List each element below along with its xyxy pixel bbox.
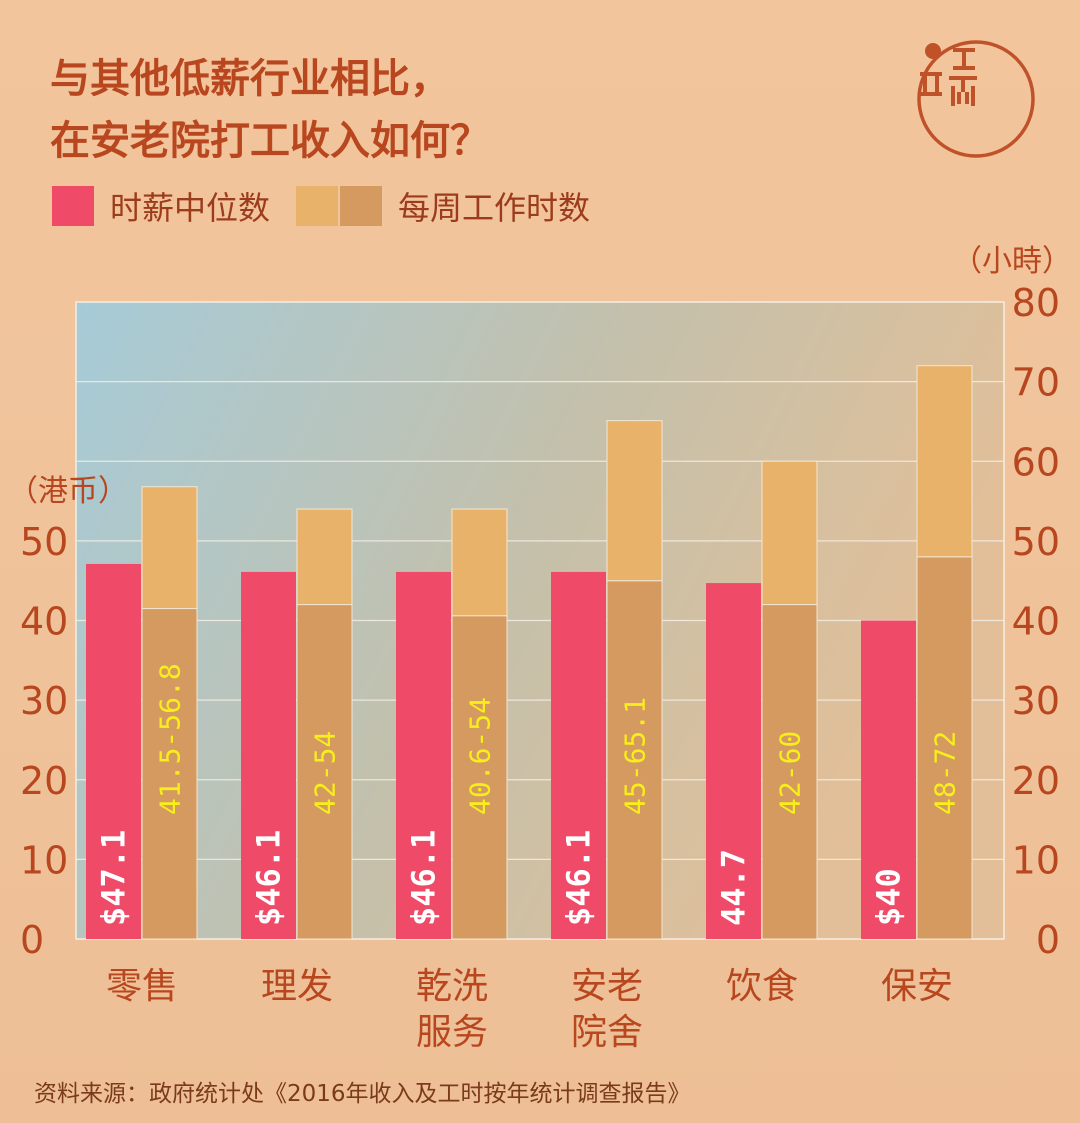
legend-label-hours: 每周工作时数 (398, 189, 591, 227)
hours-max-bar (141, 486, 198, 610)
bars (86, 365, 973, 940)
hours-label: 48-72 (929, 731, 962, 815)
source-note: 资料来源：政府统计处《2016年收入及工时按年统计调查报告》 (34, 1081, 691, 1107)
chart-title: 与其他低薪行业相比， 在安老院打工收入如何？ (50, 48, 490, 172)
wage-bar (86, 563, 141, 939)
brand-logo-icon (917, 40, 1035, 158)
hours-min-bar (761, 604, 818, 940)
right-tick-label: 80 (1012, 281, 1060, 325)
left-tick-label: 20 (20, 759, 68, 803)
wage-bar (241, 571, 296, 939)
bar-labels: $47.1 41.5-56.8 $46.1 42-54 $46.1 40.6-54 $46.… (95, 663, 962, 926)
hours-label: 40.6-54 (464, 697, 497, 815)
left-axis-ticks: 0 10 20 30 40 50 (20, 520, 68, 962)
legend: 时薪中位数 每周工作时数 (52, 186, 591, 227)
category-label: 零售 (106, 966, 178, 1007)
hours-min-bar (141, 608, 198, 940)
wage-label: $46.1 (405, 830, 443, 926)
category-label: 保安 (881, 966, 953, 1007)
gridlines (76, 381, 1004, 860)
category-label: 饮食 (726, 966, 798, 1007)
right-tick-label: 10 (1012, 838, 1060, 882)
wage-label: $46.1 (250, 830, 288, 926)
category-label: 院舍 (571, 1012, 643, 1053)
legend-label-wage: 时薪中位数 (110, 189, 271, 227)
hours-max-bar (916, 365, 973, 558)
wage-label: $40 (870, 868, 908, 926)
right-tick-label: 40 (1012, 600, 1060, 644)
wage-bar (861, 620, 916, 939)
left-axis-unit: （港币） (8, 474, 128, 509)
hours-max-bar (451, 508, 508, 617)
hours-max-bar (761, 460, 818, 606)
category-label: 服务 (416, 1012, 488, 1053)
hours-max-bar (606, 420, 663, 582)
right-tick-label: 0 (1036, 918, 1060, 962)
hours-label: 45-65.1 (619, 697, 652, 815)
legend-swatch-hours-min (340, 186, 383, 226)
right-tick-label: 30 (1012, 679, 1060, 723)
right-tick-label: 20 (1012, 759, 1060, 803)
wage-bar (706, 583, 761, 939)
wage-label: $46.1 (560, 830, 598, 926)
hours-min-bar (451, 615, 508, 940)
left-tick-label: 30 (20, 679, 68, 723)
title-line-2: 在安老院打工收入如何？ (50, 118, 490, 164)
title-line-1: 与其他低薪行业相比， (50, 56, 450, 102)
legend-swatch-hours-max (296, 186, 339, 226)
left-tick-label: 10 (20, 838, 68, 882)
wage-bar (396, 571, 451, 939)
hours-min-bar (296, 604, 353, 940)
wage-label: $47.1 (95, 830, 133, 926)
right-axis-unit: （小時） (952, 244, 1072, 279)
hours-label: 42-54 (309, 731, 342, 815)
hours-max-bar (296, 508, 353, 606)
hours-min-bar (606, 580, 663, 940)
hours-label: 41.5-56.8 (154, 663, 187, 815)
hours-label: 42-60 (774, 731, 807, 815)
left-tick-label: 50 (20, 520, 68, 564)
left-tick-label: 0 (20, 918, 44, 962)
right-tick-label: 70 (1012, 361, 1060, 405)
wage-bar (551, 571, 606, 939)
wage-label: 44.7 (715, 849, 753, 926)
category-label: 乾洗 (416, 966, 488, 1007)
right-tick-label: 50 (1012, 520, 1060, 564)
hours-min-bar (916, 556, 973, 940)
legend-swatch-wage (52, 186, 94, 226)
right-axis-ticks: 0 10 20 30 40 50 60 70 80 (1012, 281, 1060, 962)
category-label: 安老 (571, 966, 643, 1007)
category-label: 理发 (261, 966, 333, 1007)
left-tick-label: 40 (20, 600, 68, 644)
right-tick-label: 60 (1012, 440, 1060, 484)
